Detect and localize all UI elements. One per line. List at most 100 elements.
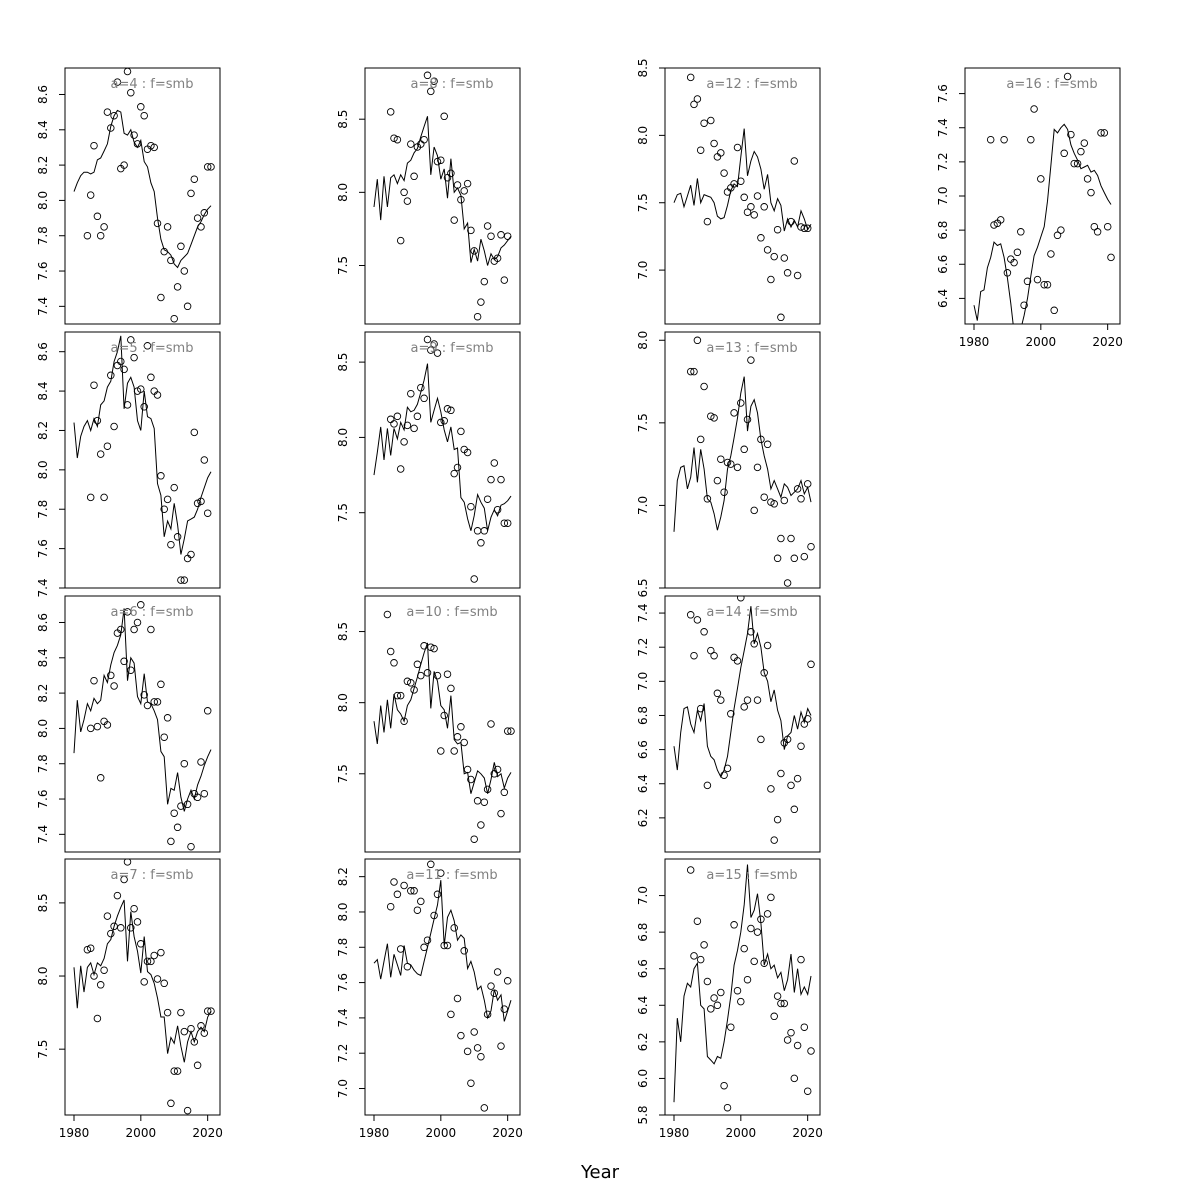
data-point — [430, 911, 438, 920]
data-point — [800, 720, 809, 728]
data-point — [467, 1079, 475, 1087]
data-point — [200, 456, 209, 464]
panel-title: a=5 : f=smb — [111, 341, 194, 356]
data-point — [123, 608, 132, 616]
data-point — [403, 677, 412, 686]
data-point — [696, 435, 705, 444]
data-point — [167, 256, 175, 265]
y-tick-label: 7.0 — [636, 886, 650, 905]
data-point — [167, 1099, 175, 1108]
data-point — [787, 217, 795, 226]
data-point — [487, 232, 495, 240]
data-point — [430, 77, 438, 85]
data-point — [440, 941, 448, 950]
data-point — [686, 73, 695, 82]
data-point — [433, 890, 442, 899]
data-point — [727, 460, 735, 468]
y-tick-label: 6.0 — [636, 1069, 650, 1088]
data-point — [407, 389, 415, 398]
data-point — [1017, 228, 1025, 236]
fitted-line — [973, 123, 1112, 324]
data-point — [127, 924, 135, 932]
y-tick-label: 8.5 — [36, 893, 50, 912]
data-point — [733, 986, 742, 995]
data-point — [710, 139, 718, 148]
data-point — [93, 212, 102, 221]
data-point — [720, 771, 728, 779]
data-point — [417, 383, 425, 392]
y-tick-label: 7.0 — [336, 1079, 350, 1098]
data-point — [1057, 226, 1065, 234]
data-point — [1010, 258, 1018, 267]
data-point — [453, 181, 462, 189]
data-point — [100, 966, 108, 974]
data-point — [790, 554, 799, 563]
data-point — [117, 924, 125, 932]
data-point — [453, 463, 462, 472]
data-point — [190, 175, 199, 183]
data-point — [703, 781, 712, 790]
y-tick-label: 8.0 — [36, 460, 50, 479]
data-point — [497, 809, 505, 818]
data-point — [200, 1029, 209, 1037]
data-point — [407, 140, 415, 148]
data-point — [1033, 275, 1042, 284]
data-point — [696, 146, 705, 154]
data-point — [770, 1012, 778, 1021]
x-tick-label: 2020 — [492, 1126, 523, 1140]
data-point — [140, 403, 148, 411]
data-point — [1073, 159, 1082, 168]
data-point — [90, 972, 98, 980]
y-tick-label: 7.5 — [336, 256, 350, 275]
data-point — [473, 797, 482, 805]
data-point — [743, 208, 752, 216]
x-tick-label: 2000 — [426, 1126, 457, 1140]
data-point — [793, 271, 802, 280]
data-point — [113, 891, 122, 900]
y-tick-label: 7.2 — [936, 152, 950, 171]
data-point — [760, 493, 768, 501]
y-tick-label: 6.8 — [936, 221, 950, 240]
data-point — [497, 231, 505, 239]
data-point — [157, 680, 165, 689]
data-point — [386, 647, 395, 656]
panel-title: a=11 : f=smb — [406, 868, 497, 883]
data-point — [743, 696, 752, 704]
y-tick-label: 6.8 — [636, 706, 650, 725]
data-point — [93, 722, 102, 731]
data-point — [410, 686, 418, 694]
data-point — [1023, 277, 1032, 286]
data-point — [760, 669, 768, 677]
data-point — [483, 1010, 492, 1019]
data-point — [1090, 222, 1099, 231]
data-point — [147, 625, 155, 634]
data-point — [1097, 129, 1105, 137]
y-tick-label: 7.8 — [36, 226, 50, 245]
data-point — [803, 480, 812, 488]
data-point — [140, 111, 148, 120]
data-point — [690, 100, 698, 109]
fitted-line — [373, 363, 512, 531]
data-point — [390, 420, 398, 428]
data-point — [803, 715, 812, 723]
data-point — [157, 293, 165, 302]
data-point — [480, 527, 489, 535]
data-point — [483, 495, 492, 503]
fitted-line — [73, 608, 212, 812]
data-point — [693, 336, 702, 345]
data-point — [386, 902, 395, 911]
data-point — [737, 997, 745, 1006]
data-point — [500, 788, 509, 797]
data-point — [790, 805, 799, 814]
data-point — [767, 785, 775, 793]
y-tick-label: 7.6 — [936, 84, 950, 103]
data-point — [190, 428, 199, 437]
data-point — [200, 209, 209, 217]
data-point — [207, 163, 215, 171]
data-point — [427, 87, 435, 96]
data-point — [153, 698, 162, 706]
x-axis-title: Year — [580, 1162, 620, 1183]
data-point — [396, 945, 405, 953]
data-point — [750, 506, 758, 515]
data-point — [803, 1087, 812, 1095]
